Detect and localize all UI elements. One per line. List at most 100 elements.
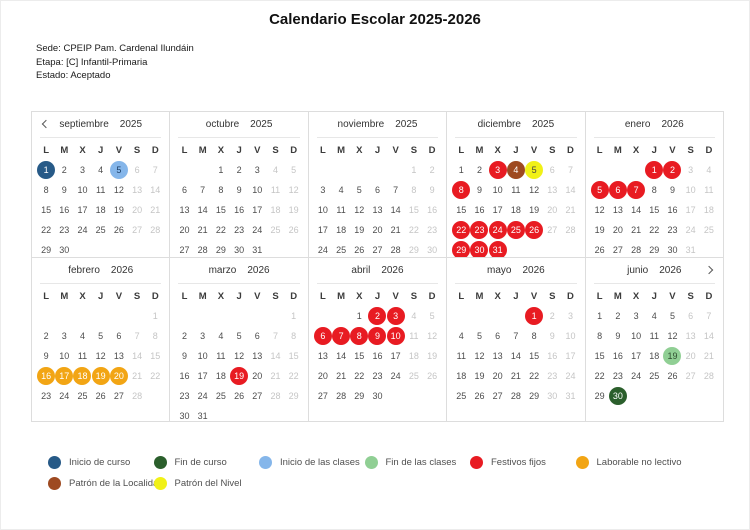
day-cell: 14 xyxy=(336,351,347,361)
day-cell-laborable: 18 xyxy=(73,367,92,385)
weekday-header: D xyxy=(428,145,436,156)
days-grid: 0000012345678910111213141516171819202122… xyxy=(309,160,446,257)
month-year: 2025 xyxy=(250,119,273,130)
day-cell: 4 xyxy=(706,165,712,175)
day-cell: 18 xyxy=(408,351,419,361)
day-cell: 11 xyxy=(96,185,106,195)
legend-dot-inicio-clases-icon xyxy=(259,456,272,469)
day-cell: 9 xyxy=(615,331,621,341)
month-name: abril xyxy=(351,265,371,276)
day-cell: 10 xyxy=(197,351,208,361)
legend-dot-patron-nivel-icon xyxy=(153,477,167,490)
day-cell: 28 xyxy=(132,391,143,401)
month-divider xyxy=(455,283,577,284)
day-cell-laborable: 19 xyxy=(91,367,110,385)
weekday-header: S xyxy=(410,291,418,302)
day-cell: 11 xyxy=(336,205,346,215)
day-cell: 20 xyxy=(372,225,383,235)
day-cell: 13 xyxy=(132,185,143,195)
day-cell: 5 xyxy=(669,311,675,321)
day-cell: 21 xyxy=(150,205,161,215)
month-header: mayo 2026 xyxy=(447,258,584,283)
day-cell: 21 xyxy=(565,205,576,215)
day-cell-festivo: 25 xyxy=(506,221,525,239)
day-cell: 26 xyxy=(234,391,245,401)
day-cell: 2 xyxy=(43,331,49,341)
day-cell: 22 xyxy=(529,371,540,381)
day-cell: 30 xyxy=(667,245,678,255)
day-cell: 10 xyxy=(685,185,696,195)
weekday-header: J xyxy=(98,145,104,156)
day-cell: 24 xyxy=(252,225,263,235)
day-cell: 17 xyxy=(77,205,88,215)
day-cell: 7 xyxy=(513,331,519,341)
day-cell: 22 xyxy=(215,225,226,235)
days-grid: 0000001234567891011121314151617181920212… xyxy=(32,306,169,406)
weekday-header: V xyxy=(530,291,538,302)
month-year: 2026 xyxy=(110,265,134,276)
day-cell: 10 xyxy=(59,351,70,361)
day-cell: 22 xyxy=(594,371,605,381)
weekday-header: S xyxy=(133,291,141,302)
day-cell: 17 xyxy=(252,205,263,215)
day-cell: 1 xyxy=(356,311,362,321)
day-cell: 27 xyxy=(492,391,503,401)
day-cell: 17 xyxy=(390,351,401,361)
day-cell: 13 xyxy=(252,351,263,361)
day-cell: 16 xyxy=(667,205,678,215)
weekday-header: D xyxy=(290,145,298,156)
day-cell: 17 xyxy=(197,371,208,381)
month-header: junio 2026 xyxy=(586,258,723,283)
day-cell: 16 xyxy=(547,351,558,361)
days-grid: 0000001234567891011121314151617181920212… xyxy=(170,306,307,421)
day-cell: 11 xyxy=(511,185,521,195)
weekday-header: X xyxy=(356,145,363,156)
day-cell-festivo: 6 xyxy=(313,327,332,345)
day-cell: 6 xyxy=(549,165,555,175)
day-cell: 27 xyxy=(612,245,623,255)
month-header: noviembre 2025 xyxy=(309,112,446,137)
day-cell: 4 xyxy=(272,165,278,175)
day-cell: 20 xyxy=(492,371,503,381)
info-estado: Estado: Aceptado xyxy=(36,70,111,81)
weekday-header: L xyxy=(43,145,49,156)
month-year: 2025 xyxy=(531,119,555,130)
month-divider xyxy=(40,137,162,138)
chevron-right-icon[interactable] xyxy=(704,265,714,275)
info-sede: Sede: CPEIP Pam. Cardenal Ilundáin xyxy=(36,43,194,54)
legend-item-fin-curso: Fin de curso xyxy=(153,456,260,469)
day-cell: 2 xyxy=(615,311,621,321)
day-cell: 10 xyxy=(565,331,576,341)
day-cell: 12 xyxy=(427,331,438,341)
chevron-left-icon[interactable] xyxy=(41,119,51,129)
day-cell: 18 xyxy=(456,371,467,381)
weekday-header: X xyxy=(632,291,640,302)
day-cell: 17 xyxy=(631,351,642,361)
month-name: marzo xyxy=(208,265,237,276)
weekday-header: M xyxy=(337,291,346,302)
legend-dot-fin-curso-icon xyxy=(153,456,167,469)
day-cell: 15 xyxy=(354,351,365,361)
day-cell: 28 xyxy=(336,391,347,401)
day-cell: 13 xyxy=(179,205,190,215)
day-cell: 18 xyxy=(215,371,226,381)
month-header: diciembre 2025 xyxy=(447,112,584,137)
weekday-header: X xyxy=(494,291,501,302)
month-year: 2025 xyxy=(119,119,143,130)
day-cell: 18 xyxy=(270,205,281,215)
day-cell: 7 xyxy=(706,311,712,321)
day-cell: 23 xyxy=(612,371,623,381)
weekday-header: V xyxy=(669,145,676,156)
day-cell: 20 xyxy=(547,205,558,215)
weekday-header: D xyxy=(705,291,713,302)
legend-dot-inicio-curso-icon xyxy=(48,456,61,469)
day-cell: 15 xyxy=(215,205,226,215)
day-cell: 5 xyxy=(98,331,104,341)
legend-label: Festivos fijos xyxy=(491,457,546,468)
legend-dot-laborable-icon xyxy=(575,456,589,469)
day-cell: 20 xyxy=(685,351,696,361)
day-cell: 24 xyxy=(685,225,696,235)
month-enero: enero2026LMXJVSD000123456789101112131415… xyxy=(585,112,724,258)
